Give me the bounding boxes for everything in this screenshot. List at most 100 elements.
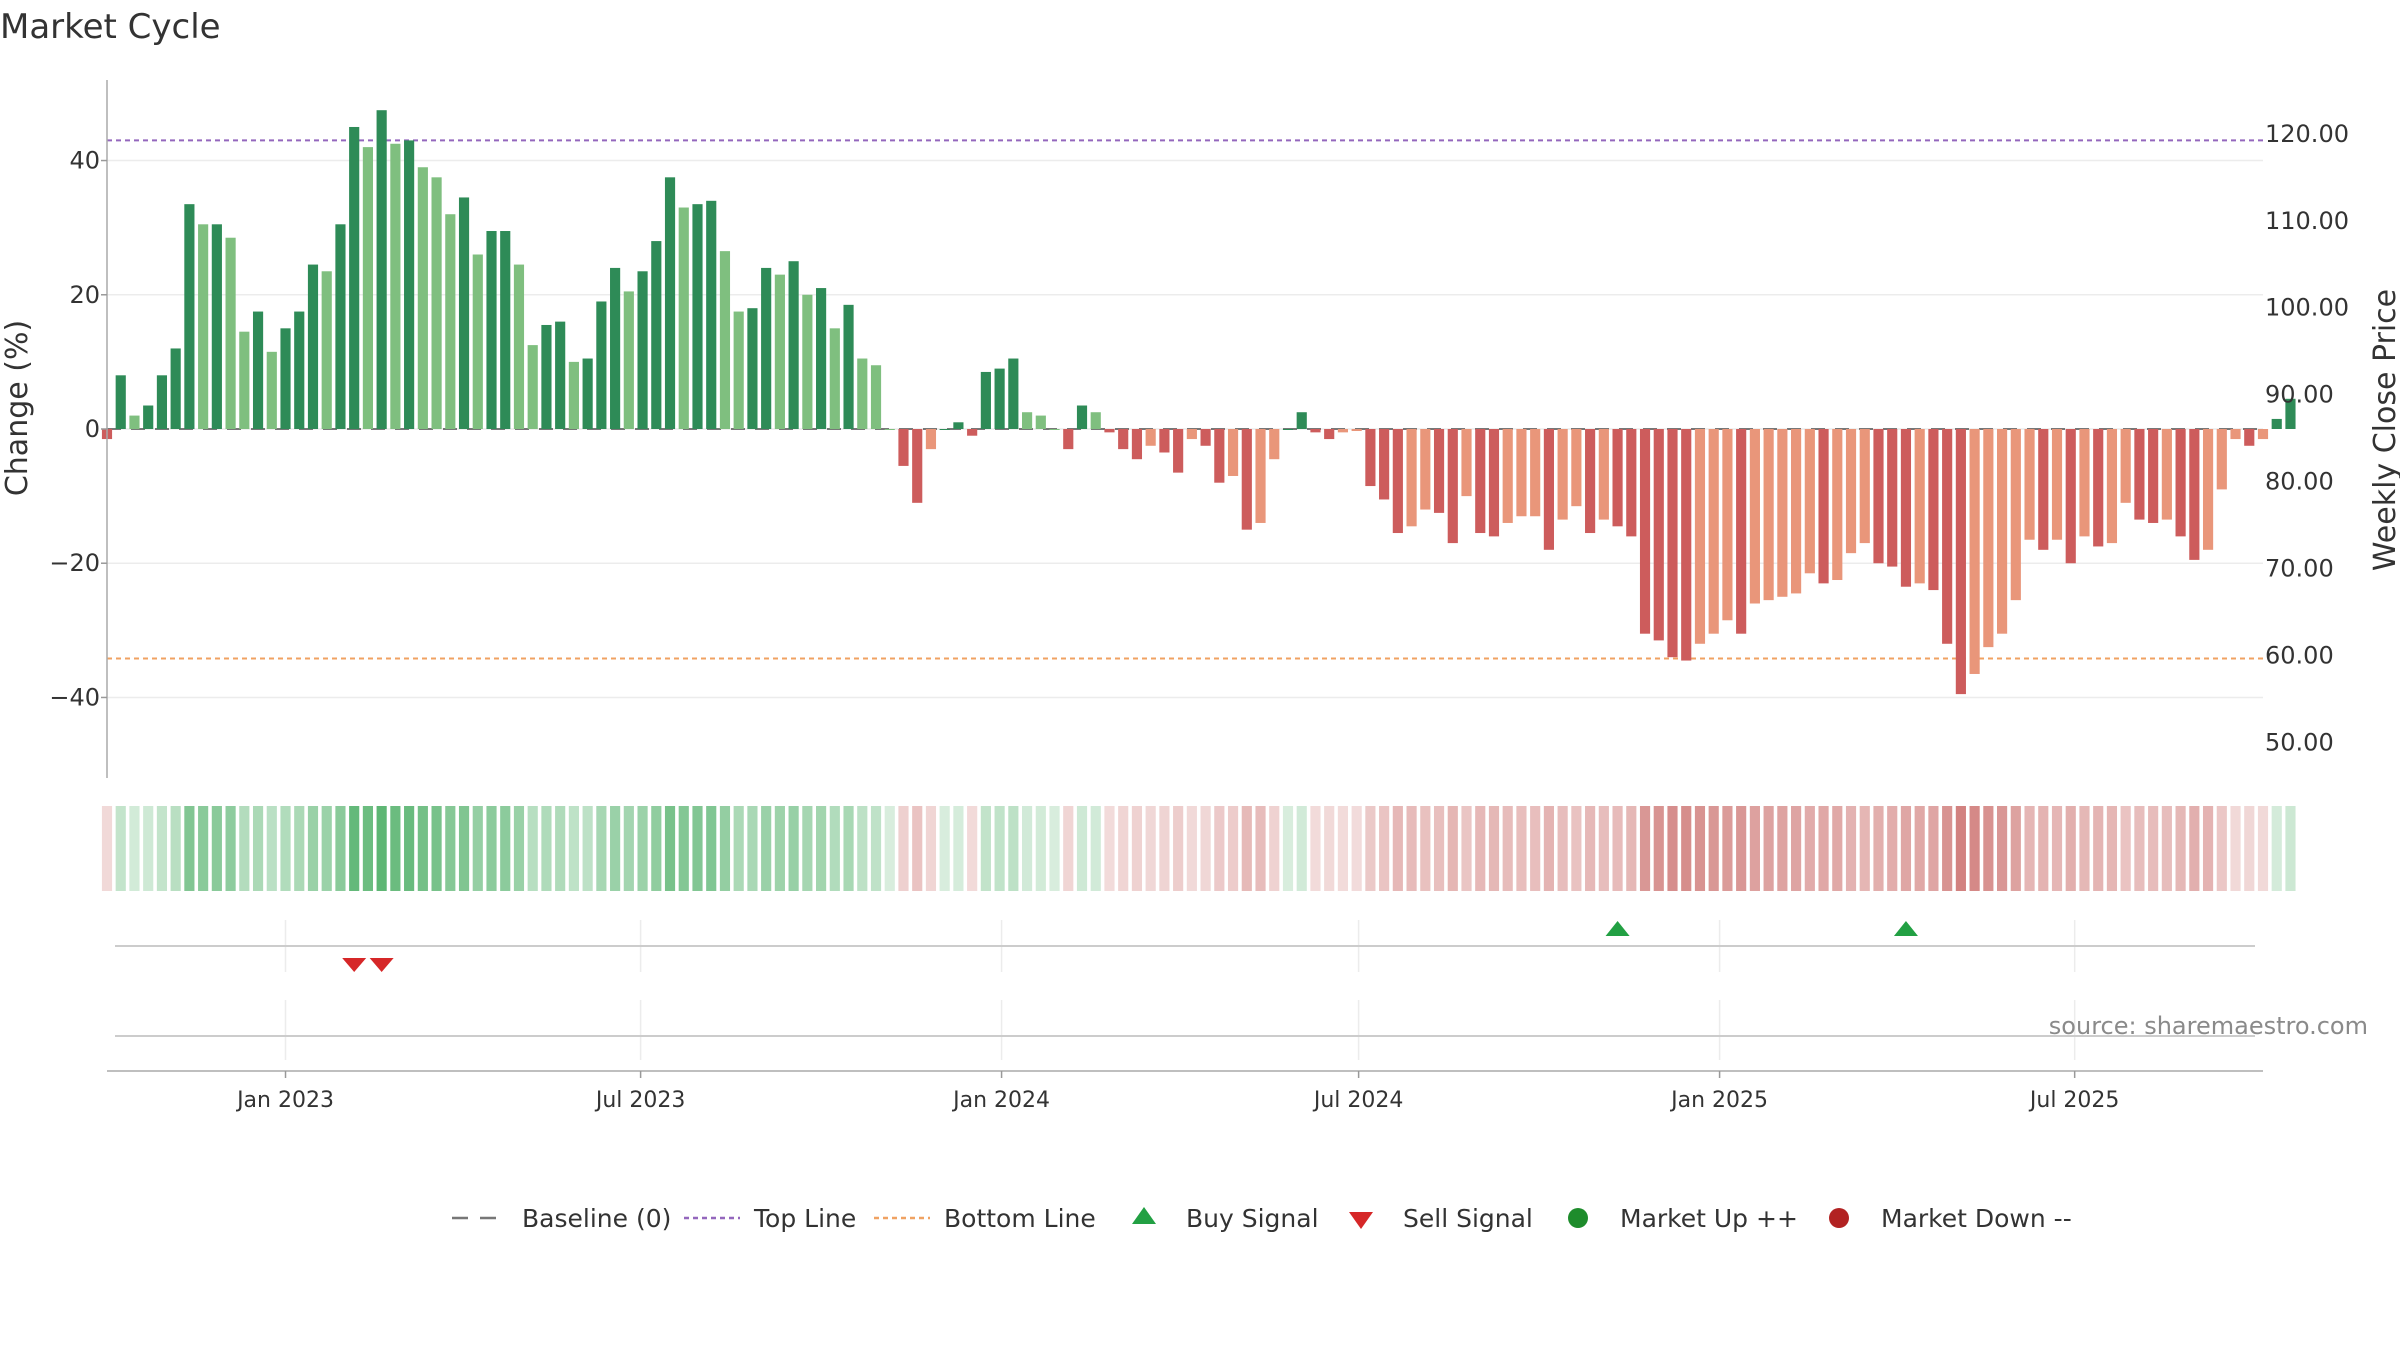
heat-cell	[747, 806, 758, 891]
change-bar	[2202, 429, 2214, 550]
heat-cell	[2161, 806, 2172, 891]
change-bar	[417, 167, 428, 429]
change-bar	[1406, 429, 1417, 527]
change-bar	[1379, 429, 1390, 500]
heat-cell	[239, 806, 250, 891]
change-bar	[1241, 429, 1252, 530]
change-bar	[404, 140, 415, 429]
heat-cell	[1900, 806, 1912, 891]
heat-cell	[1530, 806, 1541, 891]
legend-label: Buy Signal	[1186, 1204, 1319, 1233]
change-bar	[1461, 429, 1472, 497]
heat-cell	[2093, 806, 2104, 891]
change-bar	[129, 415, 140, 429]
change-bar	[1104, 429, 1115, 433]
heat-cell	[1585, 806, 1596, 891]
change-bar	[788, 261, 799, 429]
right-tick-label: 100.00	[2265, 294, 2349, 322]
change-bar	[678, 207, 689, 429]
change-bar	[1708, 429, 1719, 634]
change-bar	[266, 351, 277, 429]
heat-cell	[884, 806, 895, 891]
heat-cell	[115, 806, 126, 891]
heat-cell	[596, 806, 607, 891]
change-bar	[2079, 429, 2090, 537]
heat-cell	[1159, 806, 1170, 891]
heat-cell	[404, 806, 415, 891]
heat-cell	[1969, 806, 1980, 891]
heat-cell	[980, 806, 991, 891]
heat-cell	[1914, 806, 1925, 891]
heat-cell	[1859, 806, 1870, 891]
change-bar	[143, 405, 154, 429]
change-bar	[1749, 429, 1760, 604]
change-bar	[1639, 429, 1651, 634]
heat-cell	[252, 806, 264, 891]
heat-cell	[1022, 806, 1033, 891]
heat-cell	[1241, 806, 1252, 891]
change-bar	[1131, 429, 1143, 460]
heat-cell	[664, 806, 676, 891]
heat-cell	[2010, 806, 2021, 891]
change-bar	[1571, 429, 1582, 507]
heat-cell	[101, 806, 113, 891]
heat-cell	[1571, 806, 1582, 891]
heat-cell	[1090, 806, 1101, 891]
change-bar	[706, 200, 717, 429]
heat-cell	[1818, 806, 1829, 891]
change-bar	[1186, 429, 1197, 440]
heat-cell	[1200, 806, 1211, 891]
change-bar	[1997, 429, 2008, 634]
heat-cell	[857, 806, 868, 891]
heat-cell	[1392, 806, 1403, 891]
heat-cell	[568, 806, 579, 891]
change-bar	[1681, 429, 1692, 661]
change-bar	[1214, 429, 1225, 483]
change-bar	[1351, 429, 1362, 432]
heat-cell	[1186, 806, 1197, 891]
heat-cell	[1433, 806, 1445, 891]
right-tick-label: 90.00	[2265, 381, 2334, 409]
legend: Baseline (0) Top Line Bottom Line Buy Signa…	[452, 1204, 2072, 1233]
heat-cell	[1598, 806, 1609, 891]
change-bar	[527, 345, 538, 429]
right-tick-label: 50.00	[2265, 728, 2334, 756]
change-bar	[2024, 429, 2035, 540]
x-tick-label: Jul 2025	[2028, 1088, 2120, 1113]
change-bar	[1516, 429, 1527, 517]
heat-cell	[294, 806, 305, 891]
change-bar	[1530, 429, 1541, 517]
change-bar	[2120, 429, 2131, 503]
change-bar	[1063, 429, 1074, 450]
heat-cell	[651, 806, 662, 891]
heat-cell	[1310, 806, 1321, 891]
change-bar	[568, 361, 579, 429]
heat-cell	[1447, 806, 1458, 891]
heat-cell	[170, 806, 181, 891]
change-bar	[1969, 429, 1980, 674]
heat-cell	[1736, 806, 1747, 891]
change-bar	[1145, 429, 1156, 446]
heat-cell	[1145, 806, 1156, 891]
change-bar	[802, 294, 813, 429]
heat-cell	[1227, 806, 1239, 891]
heat-cell	[610, 806, 621, 891]
heat-cell	[184, 806, 195, 891]
legend-circle-symbol	[1568, 1208, 1588, 1228]
sell-signal-marker	[342, 958, 367, 972]
change-bar	[2038, 429, 2049, 550]
x-tick-label: Jan 2025	[1669, 1088, 1768, 1113]
legend-label: Baseline (0)	[522, 1204, 671, 1233]
heat-cell	[307, 806, 319, 891]
change-bar	[1310, 429, 1321, 433]
left-tick-label: −40	[49, 683, 100, 711]
change-bar	[623, 291, 634, 429]
heat-cell	[458, 806, 470, 891]
left-tick-label: 0	[85, 415, 100, 443]
reference-lines	[107, 139, 2263, 660]
heat-cell	[2120, 806, 2131, 891]
change-bar	[939, 429, 950, 430]
change-bar	[898, 429, 909, 466]
heat-cell	[280, 806, 291, 891]
legend-label: Bottom Line	[944, 1204, 1096, 1233]
